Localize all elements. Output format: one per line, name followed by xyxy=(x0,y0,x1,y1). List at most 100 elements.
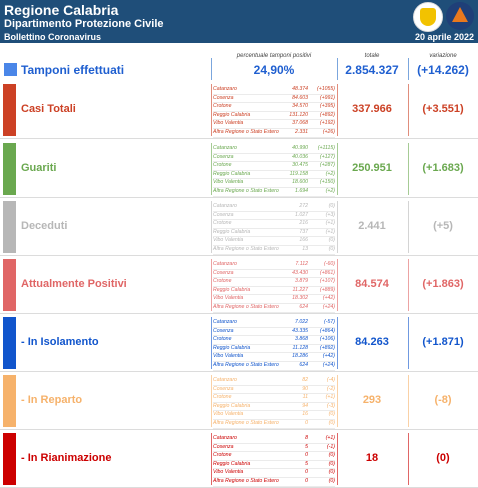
province-delta: (+42) xyxy=(322,353,335,360)
section-label: - In Rianimazione xyxy=(21,452,112,464)
column-divider xyxy=(211,143,212,195)
province-value: 0 xyxy=(305,452,308,459)
civil-protection-logo-icon xyxy=(446,2,474,30)
column-divider xyxy=(211,433,212,485)
province-name: Crotone xyxy=(213,394,232,401)
province-value: 90 xyxy=(302,385,308,392)
province-row: Cosenza 43.430 (+861) xyxy=(213,270,335,279)
section-label: Attualmente Positivi xyxy=(21,278,127,290)
province-delta: (0) xyxy=(328,203,335,209)
header-banner: Regione Calabria Dipartimento Protezione… xyxy=(0,0,478,32)
province-name: Cosenza xyxy=(213,327,234,334)
province-row: Catanzaro 7.022 (-57) xyxy=(213,319,335,328)
section-separator xyxy=(0,197,478,198)
province-name: Vibo Valentia xyxy=(213,469,244,476)
province-name: Altra Regione o Stato Estero xyxy=(213,361,279,368)
province-name: Cosenza xyxy=(213,385,234,392)
province-row: Reggio Calabria 11.227 (+889) xyxy=(213,287,335,296)
province-row: Altra Regione o Stato Estero 2.331 (+26) xyxy=(213,129,335,138)
province-value: 11.227 xyxy=(292,286,308,293)
total-header: totale xyxy=(364,53,380,59)
section-row: Casi Totali Catanzaro 48.374 (+1055) Cosenza… xyxy=(0,84,478,138)
province-name: Altra Regione o Stato Estero xyxy=(213,419,279,426)
column-divider xyxy=(211,201,212,253)
province-delta: (+1) xyxy=(325,228,335,235)
province-row: Reggio Calabria 131.120 (+892) xyxy=(213,112,335,121)
tamponi-color-bar xyxy=(4,63,17,76)
province-delta: (0) xyxy=(328,477,335,484)
province-value: 82 xyxy=(302,377,308,383)
section-label: Deceduti xyxy=(21,220,68,232)
province-row: Reggio Calabria 11.128 (+892) xyxy=(213,345,335,354)
province-row: Reggio Calabria 119.158 (+2) xyxy=(213,171,335,180)
province-delta: (+1) xyxy=(325,435,335,441)
province-row: Altra Regione o Stato Estero 624 (+24) xyxy=(213,362,335,371)
column-divider xyxy=(337,433,338,485)
province-name: Cosenza xyxy=(213,443,234,450)
province-row: Reggio Calabria 5 (0) xyxy=(213,461,335,470)
province-row: Vibo Valentia 18.286 (+42) xyxy=(213,353,335,362)
province-delta: (0) xyxy=(328,419,335,426)
province-breakdown: Catanzaro 272 (0) Cosenza 1.027 (+3) Crotone 21… xyxy=(213,203,335,255)
province-value: 624 xyxy=(299,303,308,310)
province-name: Reggio Calabria xyxy=(213,460,251,467)
province-delta: (-60) xyxy=(324,261,335,267)
column-divider xyxy=(408,84,409,136)
province-value: 3.879 xyxy=(295,278,308,285)
province-name: Vibo Valentia xyxy=(213,411,244,418)
province-value: 40.990 xyxy=(292,145,308,151)
province-row: Altra Regione o Stato Estero 1.694 (+2) xyxy=(213,188,335,197)
province-row: Cosenza 1.027 (+3) xyxy=(213,212,335,221)
section-total: 84.263 xyxy=(355,336,389,348)
province-name: Reggio Calabria xyxy=(213,111,251,118)
column-divider xyxy=(337,84,338,136)
section-variation: (+1.863) xyxy=(422,278,464,290)
section-variation: (+5) xyxy=(433,220,453,232)
province-breakdown: Catanzaro 7.112 (-60) Cosenza 43.430 (+861) Cr… xyxy=(213,261,335,313)
province-value: 18.600 xyxy=(292,179,308,186)
section-row: - In Rianimazione Catanzaro 8 (+1) Cosenza 5 (… xyxy=(0,433,478,487)
column-divider xyxy=(408,201,409,253)
section-variation: (0) xyxy=(436,452,450,464)
province-value: 5 xyxy=(305,460,308,467)
province-name: Crotone xyxy=(213,103,232,110)
province-breakdown: Catanzaro 7.022 (-57) Cosenza 43.335 (+864) Cr… xyxy=(213,319,335,371)
section-variation: (+1.871) xyxy=(422,336,464,348)
province-delta: (0) xyxy=(328,469,335,476)
column-divider xyxy=(408,433,409,485)
province-value: 119.158 xyxy=(289,170,308,177)
province-delta: (+892) xyxy=(319,344,335,351)
province-name: Crotone xyxy=(213,220,232,227)
province-value: 40.036 xyxy=(292,153,308,160)
province-name: Altra Regione o Stato Estero xyxy=(213,245,279,252)
province-value: 737 xyxy=(299,228,308,235)
section-separator xyxy=(0,371,478,372)
province-value: 624 xyxy=(299,361,308,368)
province-name: Reggio Calabria xyxy=(213,170,251,177)
province-value: 272 xyxy=(299,203,308,209)
province-row: Altra Regione o Stato Estero 0 (0) xyxy=(213,478,335,487)
section-separator xyxy=(0,138,478,139)
province-value: 131.120 xyxy=(289,111,308,118)
province-delta: (0) xyxy=(328,452,335,459)
column-divider xyxy=(211,375,212,427)
section-total: 293 xyxy=(362,394,382,406)
province-row: Cosenza 90 (-2) xyxy=(213,386,335,395)
province-delta: (+24) xyxy=(322,361,335,368)
section-color-bar xyxy=(3,84,16,136)
section-label: - In Isolamento xyxy=(21,336,99,348)
province-value: 11 xyxy=(302,394,308,401)
department-subtitle: Dipartimento Protezione Civile xyxy=(4,18,164,30)
column-divider xyxy=(337,375,338,427)
province-name: Altra Regione o Stato Estero xyxy=(213,128,279,135)
province-name: Vibo Valentia xyxy=(213,179,244,186)
province-delta: (+1055) xyxy=(316,86,335,92)
column-divider xyxy=(337,201,338,253)
column-divider xyxy=(211,259,212,311)
province-row: Catanzaro 82 (-4) xyxy=(213,377,335,386)
province-row: Vibo Valentia 16 (0) xyxy=(213,411,335,420)
province-name: Vibo Valentia xyxy=(213,237,244,244)
column-divider xyxy=(337,259,338,311)
province-value: 0 xyxy=(305,419,308,426)
province-name: Vibo Valentia xyxy=(213,120,244,127)
